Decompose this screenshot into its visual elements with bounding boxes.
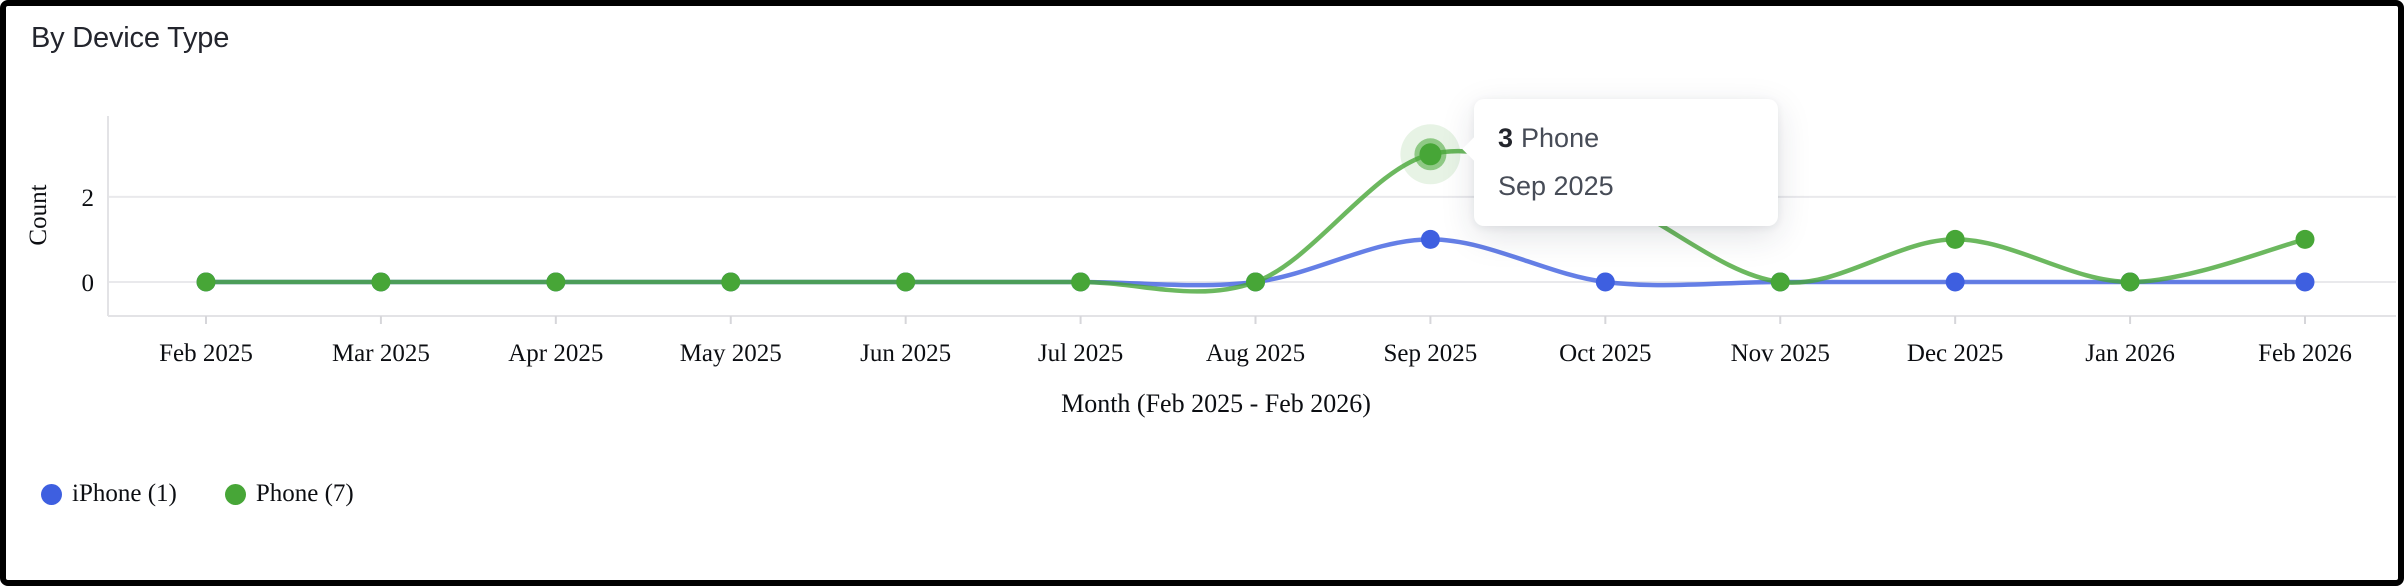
y-axis-title: Count [25, 184, 52, 245]
series-point-iphone-7[interactable] [1420, 229, 1440, 249]
series-line-phone[interactable] [203, 148, 2308, 294]
x-tick-label: Mar 2025 [332, 340, 430, 367]
x-tick-label: Jan 2026 [2085, 340, 2175, 367]
x-tick-label: Oct 2025 [1559, 340, 1651, 367]
x-tick-label: Nov 2025 [1731, 340, 1830, 367]
series-point-iphone-10[interactable] [1945, 272, 1965, 292]
legend-item-phone[interactable]: Phone (7) [224, 480, 354, 508]
y-tick-label: 0 [82, 270, 95, 297]
x-tick-label: Jun 2025 [860, 340, 951, 367]
tooltip-value: 3 [1498, 123, 1514, 153]
legend-dot-iphone [41, 484, 62, 505]
series-point-phone-10[interactable] [1945, 229, 1965, 249]
legend-label-iphone: iPhone (1) [72, 480, 177, 507]
series-point-phone-2[interactable] [546, 272, 566, 292]
legend-dot-phone [224, 484, 246, 505]
x-tick-label: Feb 2025 [159, 340, 253, 367]
series-point-phone-11[interactable] [2120, 272, 2140, 292]
tooltip-series-name: Phone [1521, 123, 1600, 153]
series-point-phone-3[interactable] [721, 272, 741, 292]
x-tick-label: Aug 2025 [1206, 340, 1305, 367]
tooltip-series-row: 3 Phone [1498, 123, 1754, 153]
page-title: By Device Type [31, 22, 230, 54]
series-point-phone-4[interactable] [896, 272, 916, 292]
x-tick-label: Sep 2025 [1384, 340, 1478, 367]
legend-item-iphone[interactable]: iPhone (1) [41, 481, 177, 508]
x-tick-label: Jul 2025 [1038, 340, 1123, 367]
line-chart[interactable]: Feb 2025 Mar 2025 Apr 2025 May 2025 Jun 2025… [6, 6, 2404, 586]
tooltip-period: Sep 2025 [1498, 171, 1614, 201]
x-axis-title: Month (Feb 2025 - Feb 2026) [1061, 389, 1371, 418]
hover-point[interactable] [1419, 143, 1442, 166]
x-tick-label: May 2025 [680, 340, 782, 367]
series-point-phone-5[interactable] [1071, 272, 1091, 292]
x-tick-label: Dec 2025 [1907, 340, 2004, 367]
series-point-phone-0[interactable] [196, 272, 216, 292]
series-point-phone-9[interactable] [1770, 272, 1790, 292]
legend-label-phone: Phone (7) [255, 480, 354, 507]
series-point-phone-1[interactable] [371, 272, 391, 292]
y-tick-label: 2 [82, 185, 95, 212]
legend: iPhone (1) Phone (7) [41, 481, 354, 508]
series-point-iphone-8[interactable] [1595, 272, 1615, 292]
series-point-iphone-12[interactable] [2295, 272, 2315, 292]
series-point-phone-12[interactable] [2295, 229, 2315, 249]
tooltip: 3 Phone Sep 2025 [1462, 99, 1778, 226]
x-tick-label: Apr 2025 [508, 340, 603, 367]
series-point-phone-6[interactable] [1246, 272, 1265, 292]
x-tick-label: Feb 2026 [2258, 340, 2352, 367]
